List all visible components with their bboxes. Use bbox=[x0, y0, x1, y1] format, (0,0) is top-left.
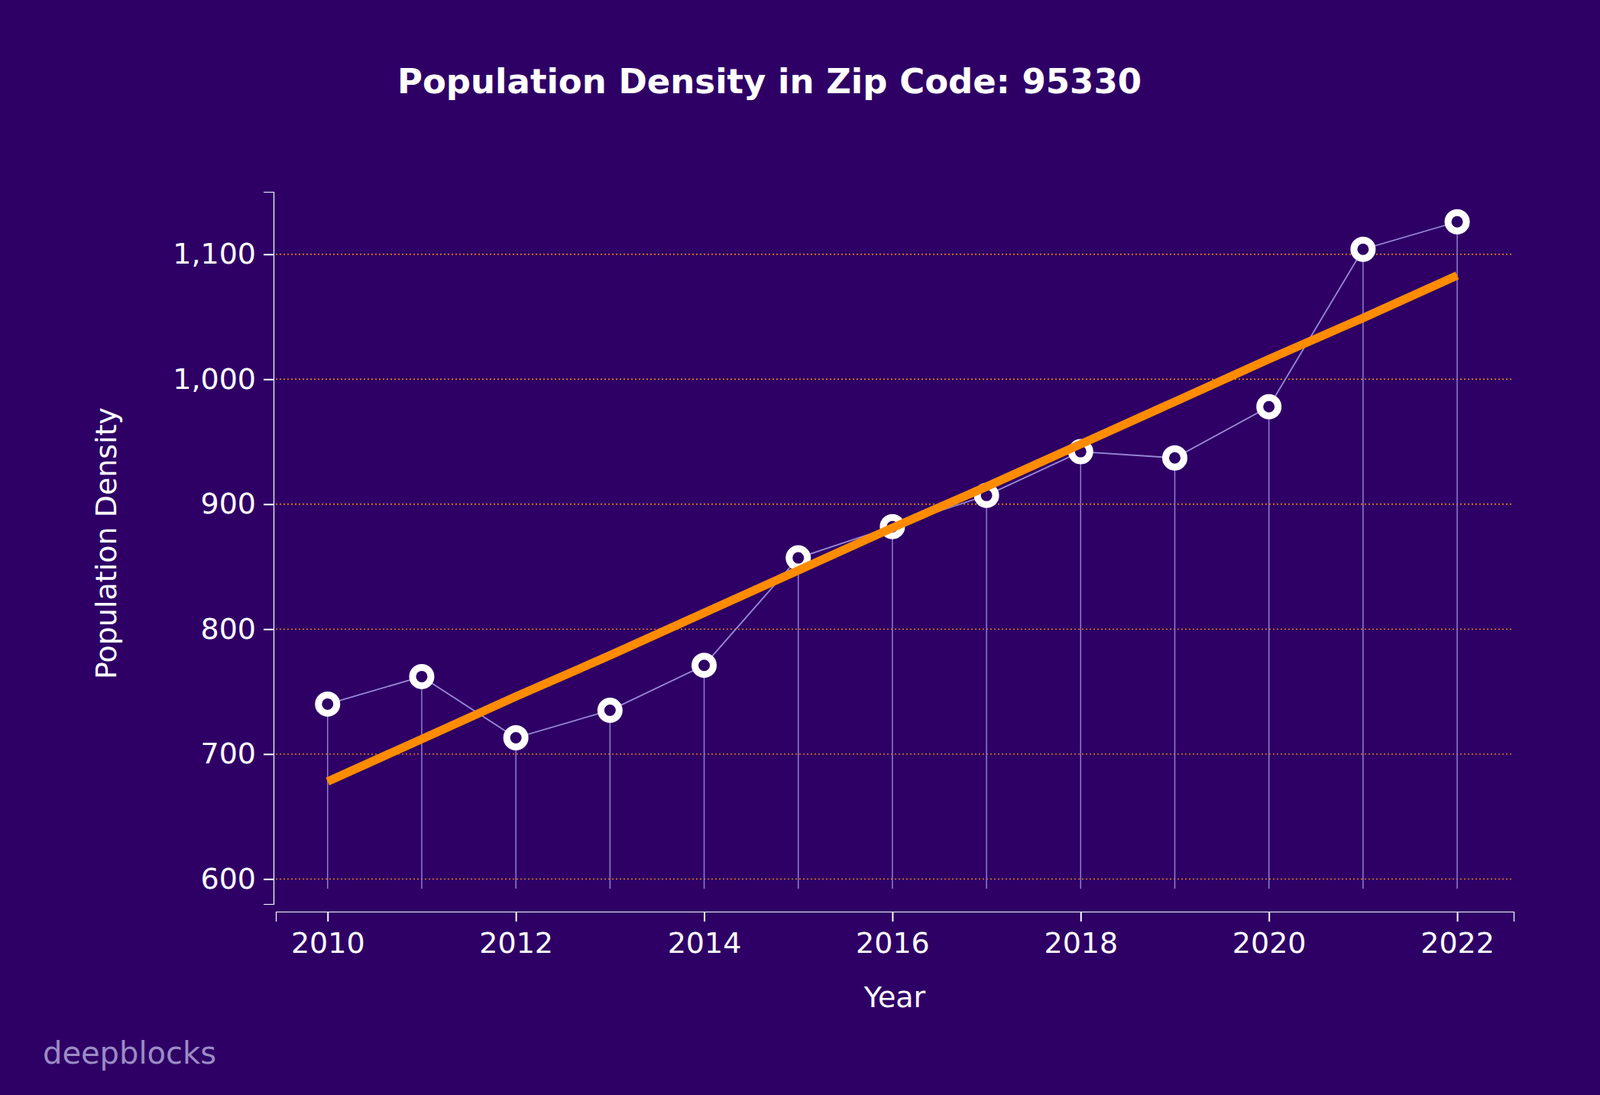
marker bbox=[1165, 448, 1185, 467]
marker bbox=[695, 656, 714, 675]
stem bbox=[985, 495, 988, 889]
tick-mark bbox=[263, 753, 274, 755]
tick: 1,100 bbox=[172, 236, 274, 271]
tick-mark bbox=[263, 378, 274, 381]
grid-line bbox=[275, 628, 1514, 630]
x-axis-title: Year bbox=[863, 980, 927, 1014]
grid-line bbox=[275, 753, 1514, 755]
grid-line bbox=[275, 378, 1514, 380]
tick-label: 2012 bbox=[479, 926, 554, 960]
tick-mark bbox=[1268, 911, 1270, 922]
stem bbox=[703, 665, 706, 889]
marker bbox=[412, 667, 431, 686]
stem bbox=[1362, 249, 1364, 889]
tick: 900 bbox=[200, 486, 274, 521]
tick-mark bbox=[515, 911, 518, 922]
y-axis-title: Population Density bbox=[89, 407, 124, 680]
axis-line bbox=[263, 192, 275, 905]
tick-mark bbox=[263, 878, 274, 881]
stem bbox=[1174, 457, 1176, 889]
tick-label: 2016 bbox=[855, 926, 930, 960]
tick-label: 800 bbox=[200, 612, 256, 646]
marker bbox=[1259, 397, 1279, 416]
tick-mark bbox=[1457, 911, 1459, 922]
marker bbox=[1353, 239, 1373, 259]
stem bbox=[1080, 451, 1082, 889]
tick-label: 600 bbox=[200, 861, 256, 896]
tick-label: 2014 bbox=[667, 926, 742, 960]
tick: 2022 bbox=[1420, 911, 1495, 960]
tick-label: 1,100 bbox=[172, 236, 256, 271]
stem bbox=[1268, 406, 1270, 889]
tick-label: 1,000 bbox=[172, 362, 256, 396]
axis-line bbox=[276, 912, 1515, 923]
tick-mark bbox=[891, 911, 894, 922]
stem bbox=[891, 526, 894, 889]
stem bbox=[421, 676, 423, 889]
tick-mark bbox=[263, 503, 274, 506]
watermark: deepblocks bbox=[42, 1035, 217, 1071]
tick-label: 700 bbox=[200, 736, 256, 771]
stem bbox=[514, 738, 517, 889]
tick-label: 2018 bbox=[1043, 926, 1118, 960]
tick-label: 2022 bbox=[1420, 926, 1495, 960]
stem bbox=[609, 710, 612, 889]
plot-area bbox=[318, 212, 1467, 889]
tick: 600 bbox=[200, 861, 274, 896]
tick-mark bbox=[263, 628, 274, 631]
tick: 2014 bbox=[667, 911, 742, 960]
tick-mark bbox=[327, 911, 329, 922]
tick-label: 2020 bbox=[1232, 926, 1307, 960]
grid bbox=[275, 254, 1514, 880]
tick: 2012 bbox=[479, 911, 554, 960]
grid-line bbox=[275, 878, 1514, 880]
tick: 2018 bbox=[1043, 911, 1118, 960]
stem bbox=[1456, 221, 1458, 889]
tick-mark bbox=[1080, 911, 1082, 922]
marker bbox=[1447, 212, 1467, 231]
tick: 2010 bbox=[291, 911, 366, 960]
stem bbox=[327, 703, 329, 889]
tick: 800 bbox=[200, 612, 274, 646]
tick-mark bbox=[703, 911, 706, 922]
stem bbox=[797, 557, 800, 889]
data-line bbox=[327, 221, 1458, 738]
tick: 2016 bbox=[855, 911, 930, 960]
marker bbox=[318, 694, 337, 713]
tick-label: 900 bbox=[200, 486, 256, 521]
tick-mark bbox=[263, 253, 274, 256]
tick: 2020 bbox=[1232, 911, 1307, 960]
grid-line bbox=[275, 503, 1514, 505]
marker bbox=[506, 728, 525, 748]
title: Population Density in Zip Code: 95330 bbox=[397, 61, 1142, 102]
tick: 1,000 bbox=[172, 362, 274, 396]
tick: 700 bbox=[200, 736, 274, 771]
y-axis: 600 700 800 900 1,000 1,100 bbox=[172, 192, 274, 905]
marker bbox=[600, 701, 619, 720]
grid-line bbox=[275, 253, 1514, 255]
trend-line bbox=[327, 275, 1458, 782]
x-axis: 2010 2012 2014 2016 2018 2020 2022 bbox=[276, 911, 1515, 960]
background bbox=[0, 0, 1600, 1095]
tick-label: 2010 bbox=[291, 926, 366, 960]
